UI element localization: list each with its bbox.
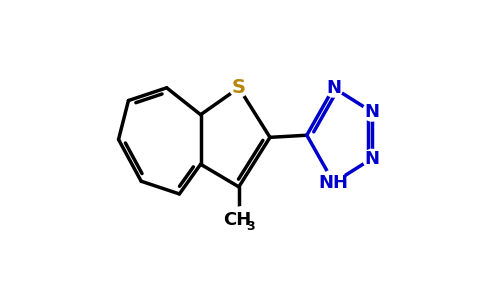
Circle shape — [229, 79, 248, 97]
Circle shape — [324, 79, 343, 97]
Circle shape — [363, 103, 381, 121]
Text: N: N — [326, 79, 341, 97]
Text: N: N — [364, 150, 379, 168]
Text: S: S — [232, 78, 246, 97]
Text: 3: 3 — [246, 220, 255, 233]
Text: NH: NH — [318, 174, 348, 192]
Text: N: N — [364, 103, 379, 121]
Circle shape — [227, 207, 258, 238]
Circle shape — [363, 149, 381, 168]
Text: CH: CH — [223, 211, 252, 229]
Circle shape — [321, 170, 347, 195]
